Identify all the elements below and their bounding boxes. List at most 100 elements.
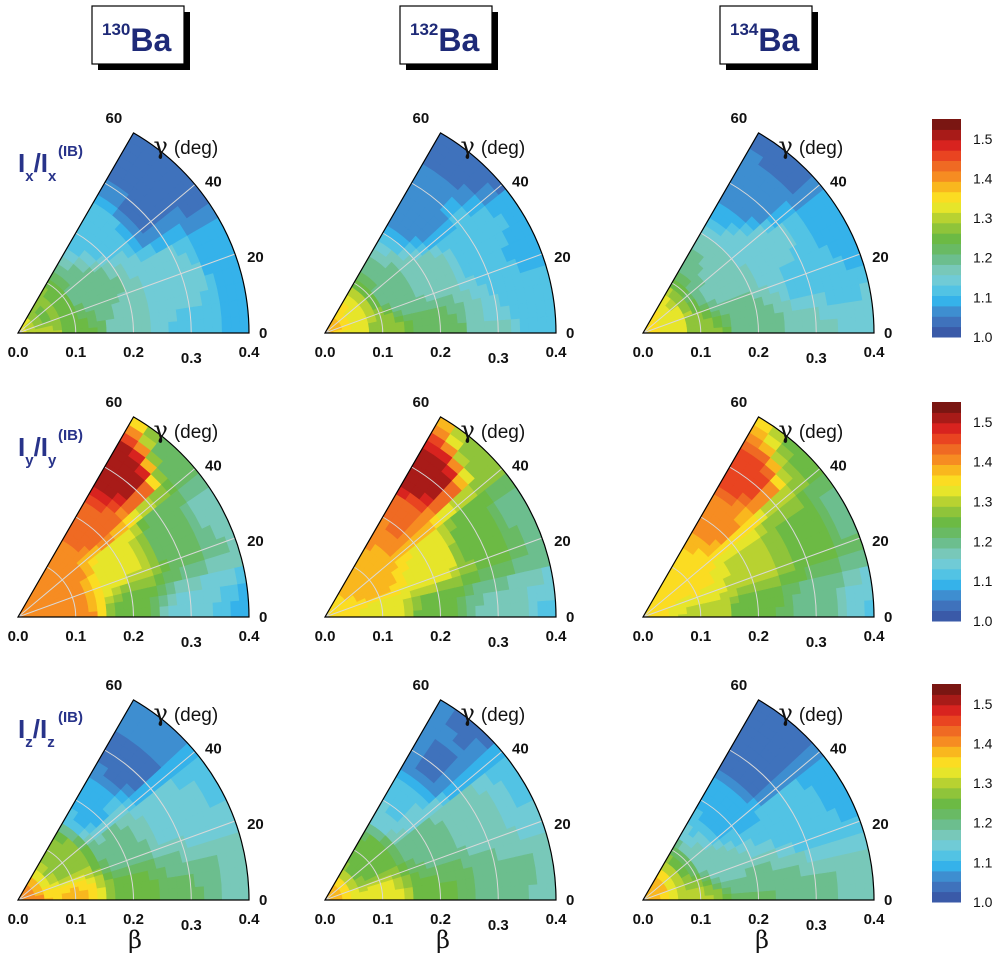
contour-cell xyxy=(167,308,178,323)
contour-cell xyxy=(757,890,768,901)
contour-cell xyxy=(474,308,485,323)
contour-fill xyxy=(17,132,250,334)
beta-gridline xyxy=(411,749,499,901)
contour-cell xyxy=(212,317,223,334)
contour-cell xyxy=(546,599,557,618)
row-labels: Ix/Ix(IB)Iy/Iy(IB)Iz/Iz(IB) xyxy=(18,143,83,751)
contour-cell xyxy=(212,884,223,901)
wedge-panel-z-130Ba: 0.0 0.1 0.2 0.3 0.4 0 20 40 60 γ (deg) xyxy=(8,677,268,934)
beta-tick-label: 0.4 xyxy=(546,628,568,645)
contour-cell xyxy=(740,324,750,334)
colorbar-swatch xyxy=(932,129,961,141)
wedge-outline xyxy=(323,699,557,901)
gamma-tick-label: 0 xyxy=(884,892,892,909)
contour-cell xyxy=(158,877,169,890)
colorbar-swatch xyxy=(932,850,961,861)
contour-cell xyxy=(465,594,476,607)
beta-gridline xyxy=(75,516,134,618)
colorbar-swatch xyxy=(932,412,961,424)
contour-cell xyxy=(731,892,742,901)
contour-cell xyxy=(774,595,786,608)
polar-grid xyxy=(17,466,236,618)
contour-cell xyxy=(106,892,117,901)
colorbar-swatch xyxy=(932,202,961,213)
beta-gridline xyxy=(104,749,192,901)
wedge-outline xyxy=(641,416,875,618)
colorbar-tick-label: 1.0 xyxy=(973,329,993,345)
gamma-tick-label: 60 xyxy=(106,677,123,694)
contour-cell xyxy=(466,321,477,334)
colorbar-swatch xyxy=(932,870,961,882)
colorbar: 1.0 1.1 1.2 1.3 1.4 1.5 xyxy=(932,684,993,910)
beta-tick-label: 0.4 xyxy=(239,344,261,361)
ib-superscript: (IB) xyxy=(58,143,83,160)
contour-cell xyxy=(448,606,459,618)
beta-gridline xyxy=(700,232,759,334)
wedge-outline xyxy=(641,699,875,901)
contour-cell xyxy=(132,607,143,618)
colorbar-swatch xyxy=(932,808,961,820)
contour-cell xyxy=(713,610,724,618)
beta-tick-label: 0.3 xyxy=(488,634,509,651)
contour-cell xyxy=(456,595,468,608)
colorbar-tick-label: 1.2 xyxy=(973,533,993,549)
contour-cell xyxy=(447,596,459,609)
contour-cell xyxy=(239,599,250,618)
wedge-panel-x-130Ba: 0.0 0.1 0.2 0.3 0.4 0 20 40 60 γ (deg) xyxy=(8,110,268,367)
colorbar-swatch xyxy=(932,881,961,893)
colorbar-tick-label: 1.5 xyxy=(973,696,993,712)
contour-fill xyxy=(324,132,557,334)
contour-panels: 0.0 0.1 0.2 0.3 0.4 0 20 40 60 γ (deg) 0.0 0.1 0.2 0.3… xyxy=(8,110,893,934)
colorbar-swatch xyxy=(932,191,961,203)
beta-gridline xyxy=(46,566,77,618)
colorbar-swatch xyxy=(932,860,961,872)
header-box xyxy=(399,5,493,65)
gamma-tick-label: 0 xyxy=(259,892,267,909)
contour-cell xyxy=(175,591,187,606)
contour-cell xyxy=(177,604,188,618)
colorbar-swatch xyxy=(932,160,961,172)
beta-tick-label: 0.0 xyxy=(633,344,654,361)
gamma-tick-label: 0 xyxy=(884,325,892,342)
contour-cell xyxy=(722,893,733,901)
wedge-panel-z-134Ba: 0.0 0.1 0.2 0.3 0.4 0 20 40 60 γ (deg) xyxy=(633,677,893,934)
gamma-tick-label: 20 xyxy=(872,816,889,833)
beta-gridline xyxy=(671,282,702,334)
ib-superscript: (IB) xyxy=(58,427,83,444)
contour-cell xyxy=(438,881,450,892)
contour-cell xyxy=(140,312,152,325)
colorbar-swatch xyxy=(932,170,961,182)
contour-cell xyxy=(501,885,512,901)
row-label-z: Iz/Iz(IB) xyxy=(18,709,83,751)
colorbar-swatch xyxy=(932,798,961,810)
gamma-tick-label: 40 xyxy=(205,458,222,475)
gamma-tick-label: 20 xyxy=(554,249,571,266)
contour-cell xyxy=(864,599,875,618)
contour-cell xyxy=(132,890,143,901)
mass-number: 134 xyxy=(730,20,759,39)
gamma-axis-title: γ (deg) xyxy=(779,416,844,444)
contour-cell xyxy=(140,879,152,892)
wedge-panel-z-132Ba: 0.0 0.1 0.2 0.3 0.4 0 20 40 60 γ (deg) xyxy=(315,677,575,934)
contour-cell xyxy=(115,608,125,618)
contour-cell xyxy=(837,601,848,618)
contour-cell xyxy=(819,602,830,618)
beta-axis-title: β xyxy=(755,926,769,954)
contour-cell xyxy=(97,610,108,618)
contour-cell xyxy=(501,602,512,618)
beta-tick-label: 0.1 xyxy=(372,911,393,928)
colorbar-tick-label: 1.4 xyxy=(973,736,993,752)
colorbar-swatch xyxy=(932,746,961,758)
contour-cell xyxy=(484,320,495,334)
gamma-tick-label: 40 xyxy=(830,458,847,475)
beta-tick-label: 0.3 xyxy=(806,350,827,367)
gamma-tick-label: 0 xyxy=(566,325,574,342)
contour-cell xyxy=(766,889,777,901)
contour-cell xyxy=(837,884,848,901)
colorbar-swatch xyxy=(932,694,961,706)
contour-cell xyxy=(203,602,214,618)
contour-cell xyxy=(413,892,424,901)
contour-cell xyxy=(537,316,548,334)
